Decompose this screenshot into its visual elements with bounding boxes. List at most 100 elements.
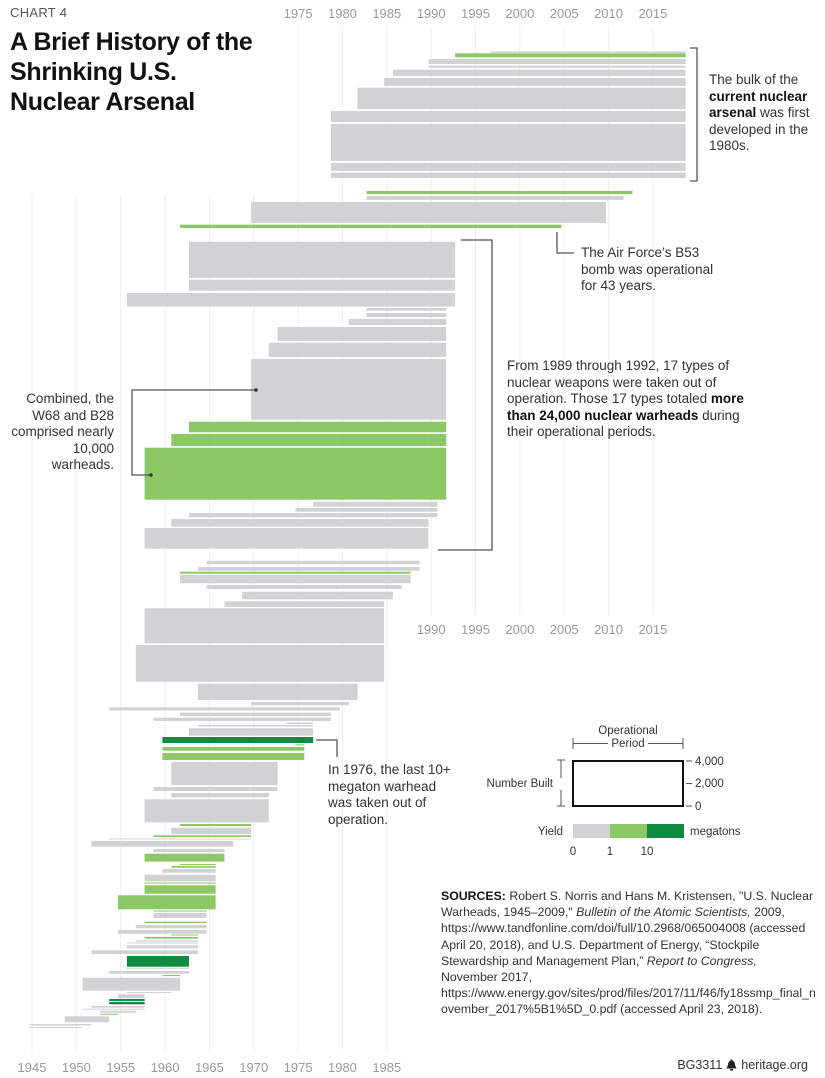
annotation-connectors	[131, 47, 698, 757]
legend: Operational Period Number Built 4,000 2,…	[487, 725, 741, 858]
bar-yield-under-1mt	[126, 945, 198, 949]
bar-yield-under-1mt	[189, 728, 314, 736]
bar-yield-1-10mt	[144, 882, 216, 884]
x-tick-label: 1980	[328, 6, 357, 21]
bar-yield-under-1mt	[428, 59, 686, 65]
legend-built-tick: 0	[695, 801, 701, 813]
bar-yield-1-10mt	[171, 434, 447, 446]
bar-yield-under-1mt	[82, 1008, 145, 1010]
bar-yield-under-1mt	[366, 313, 447, 317]
bar-yield-under-1mt	[295, 508, 438, 512]
bar-yield-1-10mt	[153, 835, 252, 837]
annotation-text: From 1989 through 1992, 17 types of nucl…	[507, 358, 730, 406]
bar-yield-1-10mt	[144, 853, 225, 862]
bar-yield-under-1mt	[268, 342, 447, 358]
legend-period-label-2: Period	[611, 738, 644, 750]
bar-yield-under-1mt	[366, 196, 624, 200]
bar-yield-under-1mt	[135, 925, 207, 929]
connector-dots	[149, 388, 258, 477]
chart-kicker: CHART 4	[10, 5, 68, 20]
bar-yield-under-1mt	[153, 913, 207, 918]
bar-yield-under-1mt	[286, 722, 314, 724]
report-code: BG3311	[677, 1058, 723, 1072]
bracket-retired-1989-1992	[438, 239, 493, 551]
x-tick-label: 1995	[461, 6, 490, 21]
bar-yield-1-10mt	[162, 753, 305, 760]
bar-yield-1-10mt	[189, 421, 447, 433]
bar-yield-over-10mt	[126, 956, 189, 967]
bar-yield-under-1mt	[126, 967, 189, 969]
bar-yield-over-10mt	[109, 999, 145, 1001]
x-tick-label: 2010	[594, 622, 623, 637]
annotation-text: during their operational periods.	[507, 407, 740, 440]
bar-yield-under-1mt	[144, 799, 269, 823]
x-tick-label: 1945	[18, 1060, 47, 1075]
legend-yield-tick: 0	[570, 846, 576, 858]
bar-yield-under-1mt	[126, 942, 198, 944]
bar-yield-under-1mt	[348, 319, 447, 325]
annotation-bold: more than 24,000 nuclear warheads	[507, 391, 744, 423]
annotation-retired: From 1989 through 1992, 17 types of nucl…	[507, 358, 747, 441]
bar-yield-under-1mt	[189, 513, 438, 518]
x-tick-label: 1965	[195, 1060, 224, 1075]
bar-yield-under-1mt	[251, 359, 447, 420]
bar-yield-under-1mt	[242, 591, 393, 600]
bar-yield-1-10mt	[144, 447, 447, 500]
x-tick-label: 1955	[106, 1060, 135, 1075]
legend-built-tick: 2,000	[695, 778, 724, 790]
bar-yield-under-1mt	[189, 241, 456, 278]
bar-yield-1-10mt	[295, 744, 305, 746]
chart-title: A Brief History of the Shrinking U.S. Nu…	[10, 28, 253, 116]
bar-yield-under-1mt	[197, 567, 420, 571]
bar-yield-1-10mt	[455, 53, 686, 58]
bar-yield-under-1mt	[82, 977, 181, 991]
bar-yield-1-10mt	[180, 571, 411, 574]
x-tick-label: 1990	[417, 622, 446, 637]
bar-yield-under-1mt	[180, 575, 411, 584]
bracket-current-arsenal	[690, 47, 698, 182]
annotation-current-arsenal: The bulk of the current nuclear arsenal …	[709, 72, 819, 155]
annotation-megaton: In 1976, the last 10+ megaton warhead wa…	[328, 762, 451, 827]
bar-yield-under-1mt	[171, 827, 252, 834]
bar-yield-under-1mt	[330, 172, 686, 178]
sources-text: 2009, https://www.tandfonline.com/doi/fu…	[441, 905, 806, 968]
bar-yield-1-10mt	[180, 864, 216, 865]
bar-yield-under-1mt	[251, 702, 349, 706]
x-tick-label: 1995	[461, 622, 490, 637]
bar-yield-under-1mt	[224, 601, 385, 607]
bar-yield-under-1mt	[393, 69, 686, 76]
bar-yield-under-1mt	[29, 1024, 92, 1026]
connector-b53	[556, 232, 574, 254]
bar-yield-under-1mt	[366, 308, 447, 311]
x-tick-label: 2000	[505, 622, 534, 637]
legend-yield-label: Yield	[538, 826, 563, 838]
annotation-text: The bulk of the	[709, 72, 799, 87]
bar-yield-under-1mt	[197, 725, 314, 727]
x-tick-label: 1970	[239, 1060, 268, 1075]
bar-yield-under-1mt	[428, 65, 686, 68]
bar-yield-over-10mt	[109, 1002, 145, 1005]
x-tick-label: 1985	[372, 1060, 401, 1075]
bar-yield-1-10mt	[180, 224, 562, 229]
annotation-w68-b28: Combined, the W68 and B28 comprised near…	[11, 391, 114, 472]
bar-yield-under-1mt	[153, 849, 225, 853]
bar-yield-1-10mt	[162, 975, 181, 976]
bar-yield-1-10mt	[118, 895, 216, 910]
bar-yield-1-10mt	[366, 191, 633, 195]
bar-yield-under-1mt	[330, 163, 686, 171]
bar-yield-under-1mt	[153, 717, 331, 721]
bar-yield-under-1mt	[118, 994, 145, 998]
x-tick-label: 1975	[284, 1060, 313, 1075]
legend-yield-swatch-high	[647, 824, 684, 838]
bar-yield-1-10mt	[144, 885, 216, 894]
x-tick-label: 1950	[62, 1060, 91, 1075]
bar-yield-under-1mt	[29, 1027, 83, 1028]
site-link[interactable]: heritage.org	[741, 1058, 808, 1072]
bar-yield-under-1mt	[91, 841, 234, 847]
bar-yield-under-1mt	[135, 645, 385, 682]
bar-yield-under-1mt	[109, 838, 252, 840]
bar-yield-1-10mt	[144, 937, 198, 939]
bar-yield-under-1mt	[330, 124, 686, 161]
bar-yield-under-1mt	[109, 971, 189, 974]
connector-megaton	[316, 739, 338, 757]
